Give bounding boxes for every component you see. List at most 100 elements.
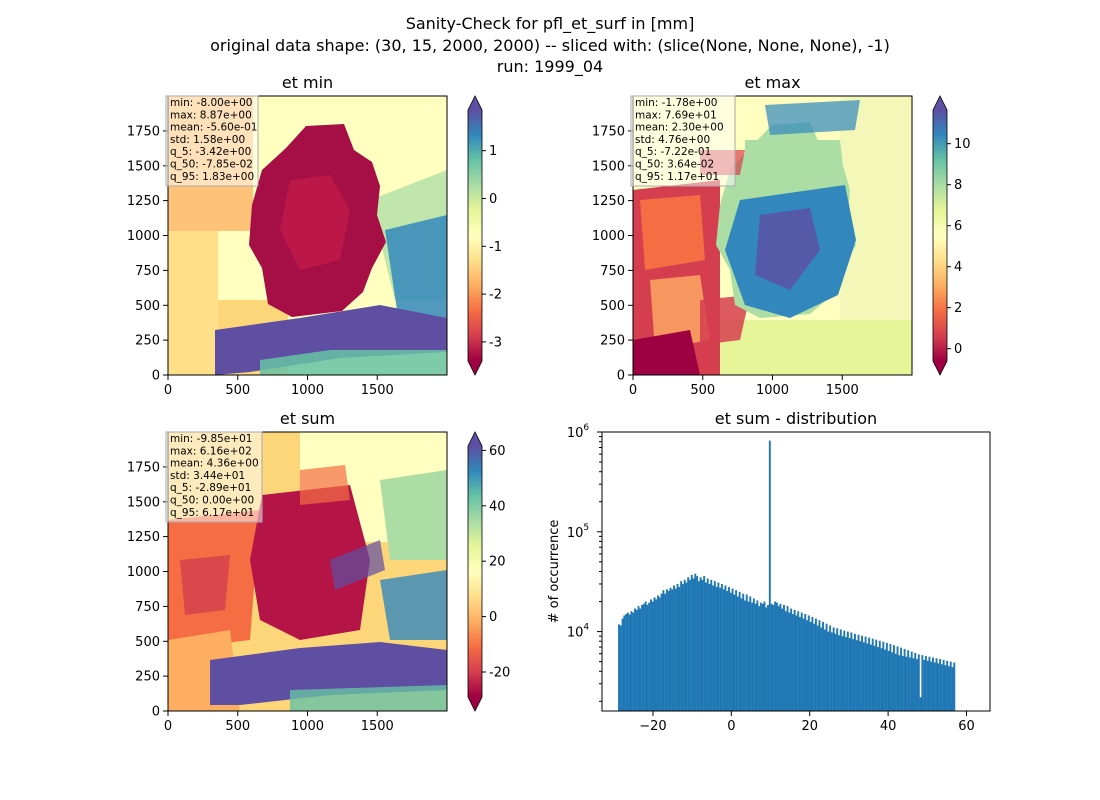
figure-title-line-3: run: 1999_04	[497, 57, 603, 77]
stats-box: min: -1.78e+00 max: 7.69e+01 mean: 2.30e…	[630, 95, 736, 187]
histogram-bar	[901, 655, 904, 711]
x-tick-label: 0	[164, 719, 172, 734]
y-tick-label: 250	[600, 334, 625, 349]
histogram-bar	[619, 625, 622, 711]
y-axis: 0 250 500 750 1000 1250 1500 1750	[127, 460, 168, 720]
histogram-bar	[822, 621, 824, 711]
histogram-bar	[846, 631, 849, 711]
stat-line: mean: 2.30e+00	[635, 122, 724, 134]
histogram-bar	[813, 623, 816, 711]
histogram-bar	[625, 614, 628, 711]
stat-line: min: -1.78e+00	[635, 97, 717, 109]
histogram-bar	[690, 574, 693, 711]
histogram-bar	[733, 594, 736, 711]
stat-line: min: -8.00e+00	[170, 97, 252, 109]
histogram-bar	[768, 440, 771, 711]
x-tick-label: 1500	[361, 719, 394, 734]
histogram-bar	[917, 654, 920, 711]
histogram-bar	[708, 583, 711, 711]
y-tick-label: 1000	[127, 565, 160, 580]
histogram-bar	[912, 658, 915, 711]
histogram-bar	[829, 625, 832, 711]
histogram-bar	[942, 659, 945, 711]
histogram-bar	[811, 617, 814, 711]
x-tick-label: 20	[801, 719, 818, 734]
histogram-bar	[646, 604, 649, 711]
colorbar-tick-label: -1	[489, 240, 502, 255]
histogram-bar	[674, 588, 677, 711]
histogram-bar	[852, 639, 855, 711]
histogram-bar	[655, 599, 658, 711]
histogram-bar	[752, 598, 755, 711]
histogram-bar	[919, 697, 922, 711]
x-tick-label: 500	[690, 383, 715, 398]
y-axis-label: # of occurrence	[547, 520, 562, 624]
histogram-bar	[923, 659, 926, 711]
histogram-bar	[885, 642, 888, 711]
y-tick-label: 1250	[592, 194, 625, 209]
x-tick-label: 1000	[291, 383, 324, 398]
stat-line: q_95: 1.83e+00	[170, 171, 254, 183]
histogram-bar	[896, 646, 899, 711]
y-tick-label: 1250	[127, 194, 160, 209]
stat-line: max: 7.69e+01	[635, 109, 717, 121]
x-tick-label: 40	[880, 719, 897, 734]
histogram-bar	[802, 618, 805, 711]
histogram-bar	[706, 578, 709, 711]
histogram-bar	[949, 661, 952, 711]
colorbar-tick-label: 4	[954, 260, 962, 275]
colorbar-tick-label: -20	[489, 666, 510, 681]
y-tick-label: 1000	[592, 229, 625, 244]
histogram-bar	[618, 624, 620, 711]
stat-line: max: 8.87e+00	[170, 109, 252, 121]
x-tick-label: 1000	[756, 383, 789, 398]
stat-line: q_50: -7.85e-02	[170, 159, 253, 171]
stat-line: mean: -5.60e-01	[170, 122, 257, 134]
histogram-bar	[729, 592, 732, 711]
histogram-bar	[694, 573, 697, 711]
histogram-bar	[861, 635, 863, 711]
stat-line: q_5: -2.89e+01	[170, 482, 251, 494]
histogram-bar	[777, 606, 780, 711]
histogram-bar	[814, 618, 817, 711]
x-tick-label: 0	[629, 383, 637, 398]
histogram-bar	[903, 648, 906, 711]
histogram-bar	[726, 591, 729, 711]
histogram-bar	[751, 602, 754, 711]
histogram-bar	[736, 596, 739, 711]
y-axis: 0 250 500 750 1000 1250 1500 1750	[127, 124, 168, 384]
histogram-bar	[749, 596, 752, 711]
histogram-bar	[744, 600, 746, 711]
histogram-bar	[834, 633, 837, 711]
histogram-bar	[853, 633, 856, 711]
y-tick-label: 250	[135, 334, 160, 349]
histogram-bar	[759, 602, 762, 711]
colorbar-tick-label: 6	[954, 219, 962, 234]
histogram-bar	[907, 650, 910, 711]
stat-line: q_5: -7.22e-01	[635, 146, 711, 158]
histogram-bar	[642, 603, 645, 711]
histogram-bar	[754, 603, 757, 711]
histogram-bar	[745, 594, 748, 711]
histogram-bar	[680, 581, 683, 711]
colorbar-tick-label: -2	[489, 288, 502, 303]
histogram-bar	[683, 579, 686, 711]
figure-title-line-2: original data shape: (30, 15, 2000, 2000…	[210, 36, 890, 55]
histogram-bar	[889, 644, 892, 711]
histogram-bar	[820, 627, 823, 711]
histogram-bar	[671, 589, 674, 711]
histogram-bar	[623, 615, 626, 711]
figure-title-line-1: Sanity-Check for pfl_et_surf in [mm]	[406, 14, 695, 34]
histogram-bar	[887, 650, 890, 711]
histogram-title: et sum - distribution	[715, 409, 877, 428]
histogram-bar	[836, 628, 839, 711]
histogram-bar	[761, 603, 764, 711]
histogram-bar	[756, 600, 759, 711]
histogram-bar	[799, 617, 801, 711]
histogram-bar	[651, 601, 654, 711]
histogram-bar	[667, 591, 670, 711]
histogram-bar	[772, 604, 775, 711]
histogram-bar	[850, 632, 853, 711]
histogram-bar	[699, 577, 702, 711]
histogram-bar	[951, 667, 954, 711]
